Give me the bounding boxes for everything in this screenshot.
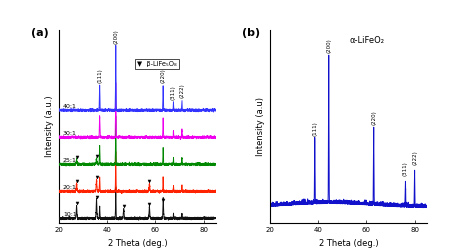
Text: (220): (220) bbox=[161, 69, 165, 84]
Text: (200): (200) bbox=[113, 29, 118, 44]
Text: (222): (222) bbox=[412, 150, 417, 165]
Text: (311): (311) bbox=[403, 161, 408, 176]
Text: 20:1: 20:1 bbox=[63, 185, 77, 190]
X-axis label: 2 Theta (deg.): 2 Theta (deg.) bbox=[108, 239, 167, 248]
Text: (a): (a) bbox=[31, 28, 49, 38]
Text: 10:1: 10:1 bbox=[63, 212, 77, 217]
Text: 25:1: 25:1 bbox=[63, 158, 77, 163]
Text: (200): (200) bbox=[326, 39, 331, 54]
Y-axis label: Intensity (a.u): Intensity (a.u) bbox=[256, 97, 264, 156]
Text: (222): (222) bbox=[179, 84, 184, 98]
Text: (111): (111) bbox=[97, 69, 102, 84]
Text: ▼  β-LiFe₅O₈: ▼ β-LiFe₅O₈ bbox=[137, 61, 177, 67]
Text: (b): (b) bbox=[242, 28, 260, 38]
Text: α-LiFeO₂: α-LiFeO₂ bbox=[350, 36, 385, 45]
Text: (311): (311) bbox=[171, 86, 176, 100]
Text: (111): (111) bbox=[312, 122, 317, 136]
X-axis label: 2 Theta (deg.): 2 Theta (deg.) bbox=[319, 239, 378, 248]
Text: (220): (220) bbox=[371, 110, 376, 125]
Text: 30:1: 30:1 bbox=[63, 131, 77, 136]
Y-axis label: Intensity (a.u.): Intensity (a.u.) bbox=[45, 96, 54, 157]
Text: 40:1: 40:1 bbox=[63, 104, 77, 109]
